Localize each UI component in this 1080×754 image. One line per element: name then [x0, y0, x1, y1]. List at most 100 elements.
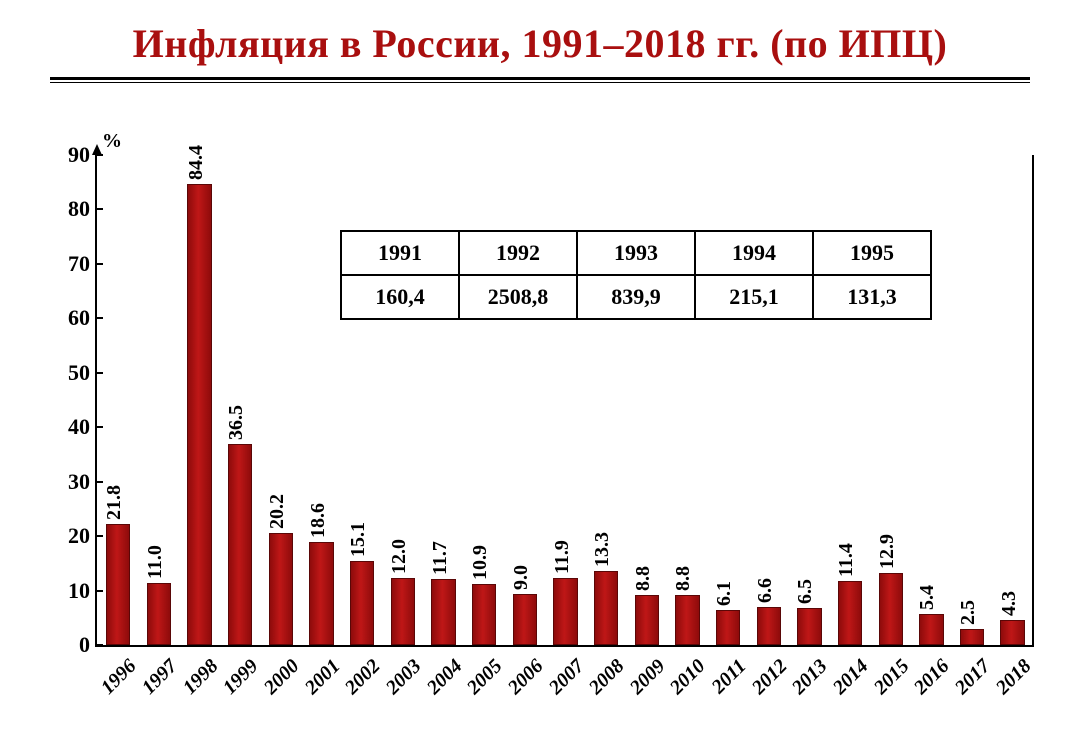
- table-cell: 160,4: [341, 275, 459, 319]
- x-tick-label: 2006: [496, 655, 548, 707]
- bar: [513, 594, 537, 645]
- bar: [919, 614, 943, 645]
- table-cell: 131,3: [813, 275, 931, 319]
- x-tick-label: 2015: [862, 655, 914, 707]
- bar-value-label: 10.9: [469, 545, 492, 580]
- x-tick-label: 2000: [253, 655, 305, 707]
- bar: [391, 578, 415, 645]
- bar-value-label: 36.5: [225, 405, 248, 440]
- bar: [187, 184, 211, 646]
- x-tick-label: 2005: [456, 655, 508, 707]
- bar: [675, 595, 699, 645]
- y-tick-mark: [95, 154, 103, 156]
- bar-value-label: 12.0: [388, 539, 411, 574]
- y-tick-mark: [95, 208, 103, 210]
- bar: [228, 444, 252, 645]
- bar-value-label: 6.6: [754, 578, 777, 603]
- bar: [757, 607, 781, 645]
- bar: [838, 581, 862, 645]
- table-cell: 215,1: [695, 275, 813, 319]
- x-tick-label: 2013: [781, 655, 833, 707]
- bar-value-label: 11.0: [144, 545, 167, 579]
- table-cell: 839,9: [577, 275, 695, 319]
- bar-value-label: 13.3: [591, 532, 614, 567]
- table-header-cell: 1992: [459, 231, 577, 275]
- bar-value-label: 21.8: [103, 485, 126, 520]
- x-tick-label: 2004: [415, 655, 467, 707]
- table-cell: 2508,8: [459, 275, 577, 319]
- bar: [106, 524, 130, 645]
- bar-value-label: 12.9: [876, 534, 899, 569]
- y-tick-label: 0: [50, 632, 90, 658]
- bar: [472, 584, 496, 645]
- bar: [147, 583, 171, 645]
- chart-container: Инфляция в России, 1991–2018 гг. (по ИПЦ…: [0, 0, 1080, 754]
- bar-value-label: 5.4: [916, 585, 939, 610]
- plot-area: 21.811.084.436.520.218.615.112.011.710.9…: [95, 155, 1034, 647]
- bar: [635, 595, 659, 645]
- y-tick-label: 10: [50, 578, 90, 604]
- rule-thin: [50, 82, 1030, 83]
- bar-value-label: 18.6: [307, 503, 330, 538]
- bar: [431, 579, 455, 645]
- y-tick-label: 50: [50, 360, 90, 386]
- bar-value-label: 11.7: [429, 541, 452, 575]
- y-tick-label: 60: [50, 305, 90, 331]
- x-tick-label: 1997: [131, 655, 183, 707]
- y-tick-mark: [95, 263, 103, 265]
- bar: [350, 561, 374, 645]
- bar: [1000, 620, 1024, 645]
- bar-value-label: 6.1: [713, 581, 736, 606]
- x-tick-label: 2016: [903, 655, 955, 707]
- x-tick-label: 2002: [334, 655, 386, 707]
- bar-value-label: 6.5: [794, 579, 817, 604]
- bar-value-label: 8.8: [672, 566, 695, 591]
- x-tick-label: 2011: [700, 655, 752, 707]
- table-header-cell: 1994: [695, 231, 813, 275]
- bar-value-label: 8.8: [632, 566, 655, 591]
- y-tick-label: 40: [50, 414, 90, 440]
- bar: [309, 542, 333, 645]
- x-tick-label: 2008: [578, 655, 630, 707]
- bar-value-label: 15.1: [347, 522, 370, 557]
- y-tick-mark: [95, 590, 103, 592]
- x-tick-label: 2012: [740, 655, 792, 707]
- bar-value-label: 4.3: [998, 591, 1021, 616]
- bar: [553, 578, 577, 645]
- y-tick-label: 30: [50, 469, 90, 495]
- y-tick-mark: [95, 317, 103, 319]
- chart-area: % 21.811.084.436.520.218.615.112.011.710…: [50, 130, 1050, 730]
- bar-value-label: 11.4: [835, 543, 858, 577]
- bar: [879, 573, 903, 645]
- y-tick-mark: [95, 481, 103, 483]
- x-tick-label: 2017: [944, 655, 996, 707]
- x-tick-label: 2010: [659, 655, 711, 707]
- table-header-cell: 1991: [341, 231, 459, 275]
- y-tick-label: 80: [50, 196, 90, 222]
- bar-value-label: 2.5: [957, 600, 980, 625]
- y-tick-mark: [95, 372, 103, 374]
- x-tick-label: 2001: [293, 655, 345, 707]
- table-header-cell: 1993: [577, 231, 695, 275]
- inset-data-table: 19911992199319941995160,42508,8839,9215,…: [340, 230, 932, 320]
- bar-value-label: 84.4: [185, 145, 208, 180]
- bar-value-label: 11.9: [551, 540, 574, 574]
- x-tick-label: 1999: [212, 655, 264, 707]
- y-tick-label: 90: [50, 142, 90, 168]
- y-tick-mark: [95, 644, 103, 646]
- x-tick-label: 2007: [537, 655, 589, 707]
- bar: [269, 533, 293, 645]
- bar: [797, 608, 821, 645]
- y-tick-label: 20: [50, 523, 90, 549]
- x-tick-label: 1996: [90, 655, 142, 707]
- chart-title: Инфляция в России, 1991–2018 гг. (по ИПЦ…: [0, 0, 1080, 67]
- bar-value-label: 20.2: [266, 494, 289, 529]
- bar-value-label: 9.0: [510, 565, 533, 590]
- bar: [960, 629, 984, 645]
- bar: [716, 610, 740, 645]
- x-tick-label: 2009: [618, 655, 670, 707]
- x-tick-label: 1998: [171, 655, 223, 707]
- x-tick-label: 2003: [375, 655, 427, 707]
- x-tick-label: 2014: [822, 655, 874, 707]
- x-tick-label: 2018: [984, 655, 1036, 707]
